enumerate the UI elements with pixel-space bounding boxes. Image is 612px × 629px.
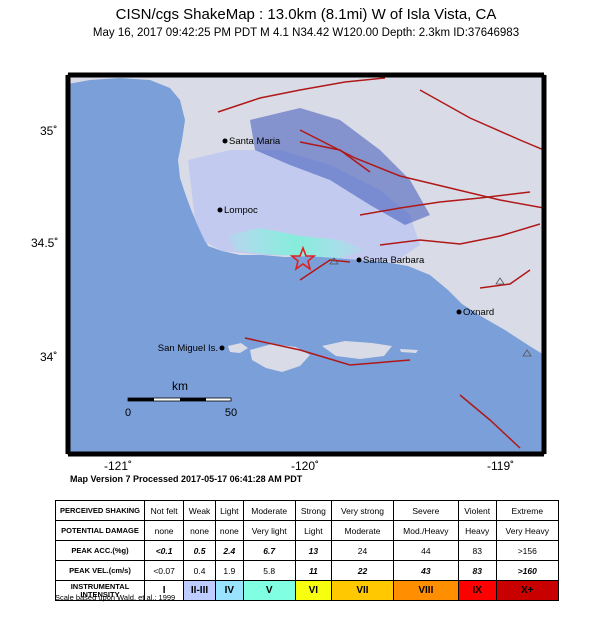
lon-label: -121˚ bbox=[104, 459, 133, 473]
intensity-cell: X+ bbox=[495, 580, 560, 601]
legend-cell: Light bbox=[294, 520, 333, 541]
lon-label: -120˚ bbox=[291, 459, 320, 473]
legend-cell: 0.5 bbox=[183, 540, 216, 561]
legend-row-damage: POTENTIAL DAMAGE none none none Very lig… bbox=[55, 520, 560, 541]
shakemap: Santa Maria Lompoc Santa Barbara Oxnard … bbox=[65, 72, 547, 457]
legend-cell: Mod./Heavy bbox=[392, 520, 459, 541]
legend-cell: 11 bbox=[294, 560, 333, 581]
legend-cell: >160 bbox=[495, 560, 560, 581]
legend-cell: >156 bbox=[495, 540, 560, 561]
station-triangle bbox=[329, 257, 339, 265]
scale-footnote: Scale based upon Wald, et al.; 1999 bbox=[55, 593, 176, 602]
legend-cell: 22 bbox=[331, 560, 394, 581]
san-miguel-island bbox=[228, 343, 248, 353]
legend-row-label: PEAK VEL.(cm/s) bbox=[55, 560, 145, 581]
legend-cell: <0.07 bbox=[143, 560, 185, 581]
legend-row-intensity: INSTRUMENTAL INTENSITY I II-III IV V VI … bbox=[55, 580, 560, 601]
anacapa-island bbox=[400, 349, 418, 353]
legend-cell: 43 bbox=[392, 560, 459, 581]
legend-row-label: POTENTIAL DAMAGE bbox=[55, 520, 145, 541]
intensity-cell: II-III bbox=[183, 580, 216, 601]
legend-row-label: INSTRUMENTAL INTENSITY bbox=[55, 580, 145, 601]
event-details: May 16, 2017 09:42:25 PM PDT M 4.1 N34.4… bbox=[92, 27, 520, 39]
legend-cell: 13 bbox=[294, 540, 333, 561]
legend-cell: 83 bbox=[457, 560, 497, 581]
legend-cell: 83 bbox=[457, 540, 497, 561]
svg-text:km: km bbox=[172, 379, 188, 393]
legend-cell: none bbox=[214, 520, 244, 541]
legend-cell: 44 bbox=[392, 540, 459, 561]
svg-text:50: 50 bbox=[225, 407, 237, 419]
legend-cell: none bbox=[183, 520, 216, 541]
place-label: Oxnard bbox=[463, 307, 494, 318]
legend-cell: <0.1 bbox=[143, 540, 185, 561]
legend-cell: Very Heavy bbox=[495, 520, 560, 541]
station-triangle bbox=[495, 277, 505, 285]
svg-text:0: 0 bbox=[125, 407, 131, 419]
intensity-cell: VIII bbox=[392, 580, 459, 601]
legend-cell: Severe bbox=[392, 500, 459, 521]
intensity-cell: IV bbox=[214, 580, 244, 601]
place-label: Santa Maria bbox=[229, 136, 281, 147]
lat-label: 34.5˚ bbox=[31, 236, 59, 250]
place-label: Lompoc bbox=[224, 205, 258, 216]
santa-cruz-island bbox=[322, 341, 392, 359]
lat-label: 34˚ bbox=[40, 350, 58, 364]
intensity-cell: I bbox=[143, 580, 185, 601]
legend-cell: 2.4 bbox=[214, 540, 244, 561]
legend-row-label: PERCEIVED SHAKING bbox=[55, 500, 145, 521]
scale-bar: km 0 50 bbox=[125, 379, 237, 419]
shaking-zone-strong bbox=[228, 228, 365, 258]
place-label: San Miguel Is. bbox=[158, 343, 218, 354]
santa-rosa-island bbox=[250, 344, 310, 372]
intensity-cell: VII bbox=[331, 580, 394, 601]
legend-cell: Strong bbox=[294, 500, 333, 521]
lon-label: -119˚ bbox=[487, 459, 515, 473]
intensity-cell: VI bbox=[294, 580, 333, 601]
city-markers bbox=[217, 138, 462, 351]
legend-cell: Very strong bbox=[331, 500, 394, 521]
legend-row-acc: PEAK ACC.(%g) <0.1 0.5 2.4 6.7 13 24 44 … bbox=[55, 540, 560, 561]
version-note: Map Version 7 Processed 2017-05-17 06:41… bbox=[70, 474, 303, 484]
epicenter-star bbox=[289, 245, 317, 271]
legend-cell: Light bbox=[214, 500, 244, 521]
legend-row-label: PEAK ACC.(%g) bbox=[55, 540, 145, 561]
legend-cell: Extreme bbox=[495, 500, 560, 521]
legend-cell: 1.9 bbox=[214, 560, 244, 581]
legend-cell: Violent bbox=[457, 500, 497, 521]
fault-lines bbox=[217, 77, 544, 449]
map-title: CISN/cgs ShakeMap : 13.0km (8.1mi) W of … bbox=[115, 6, 497, 23]
lat-label: 35˚ bbox=[40, 124, 58, 138]
station-triangle bbox=[522, 349, 532, 357]
place-label: Santa Barbara bbox=[363, 255, 425, 266]
legend-cell: Moderate bbox=[242, 500, 296, 521]
legend-row-vel: PEAK VEL.(cm/s) <0.07 0.4 1.9 5.8 11 22 … bbox=[55, 560, 560, 581]
legend-cell: 6.7 bbox=[242, 540, 296, 561]
legend-cell: Weak bbox=[183, 500, 216, 521]
legend-cell: 24 bbox=[331, 540, 394, 561]
legend-cell: 5.8 bbox=[242, 560, 296, 581]
legend-row-shaking: PERCEIVED SHAKING Not felt Weak Light Mo… bbox=[55, 500, 560, 521]
legend-cell: Very light bbox=[242, 520, 296, 541]
legend-cell: Heavy bbox=[457, 520, 497, 541]
intensity-cell: IX bbox=[457, 580, 497, 601]
intensity-legend: PERCEIVED SHAKING Not felt Weak Light Mo… bbox=[55, 500, 560, 601]
mountains-dark bbox=[250, 108, 430, 225]
legend-cell: none bbox=[143, 520, 185, 541]
legend-cell: Moderate bbox=[331, 520, 394, 541]
intensity-cell: V bbox=[242, 580, 296, 601]
legend-cell: 0.4 bbox=[183, 560, 216, 581]
legend-cell: Not felt bbox=[143, 500, 185, 521]
